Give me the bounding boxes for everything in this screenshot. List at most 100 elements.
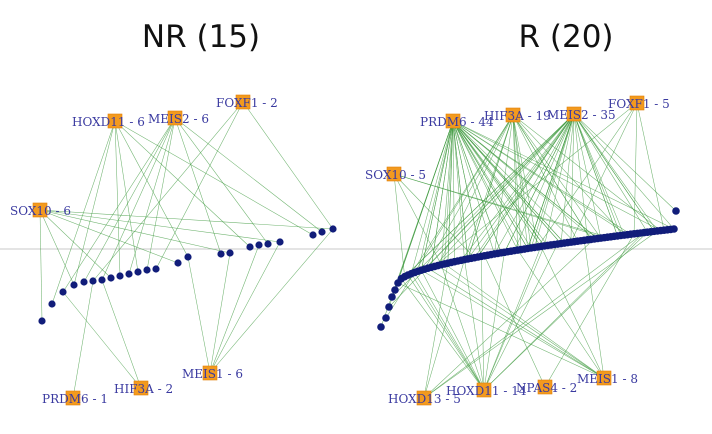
edge <box>483 232 645 391</box>
sample-layer-r <box>377 207 680 331</box>
edge <box>385 114 514 319</box>
edge <box>452 120 528 249</box>
edge <box>452 120 542 247</box>
edge <box>573 113 675 230</box>
edge <box>483 246 542 391</box>
sample-node <box>48 300 56 308</box>
sample-layer-nr <box>38 225 337 325</box>
edge <box>414 272 485 391</box>
edge <box>101 279 142 389</box>
edge <box>62 117 176 293</box>
edge <box>480 256 485 391</box>
edge <box>573 113 618 237</box>
sample-node <box>98 276 106 284</box>
hub-node-hoxd11 <box>107 113 123 129</box>
edge <box>573 113 648 233</box>
edge <box>460 113 575 261</box>
edge <box>447 120 454 264</box>
edge <box>452 120 469 259</box>
sample-node <box>125 270 133 278</box>
sample-node <box>89 277 97 285</box>
hub-node-sox10 <box>386 166 402 182</box>
sample-node <box>276 238 284 246</box>
edge <box>393 173 605 238</box>
sample-node <box>70 281 78 289</box>
edge <box>209 241 281 374</box>
hub-label-meis2: MEIS2 - 6 <box>148 112 209 126</box>
edge <box>560 113 575 244</box>
edge <box>155 101 244 270</box>
sample-node <box>226 249 234 257</box>
hub-label-prdm6: PRDM6 - 1 <box>42 392 108 406</box>
edge <box>51 120 116 305</box>
edge <box>114 120 121 277</box>
edge <box>573 113 655 232</box>
hub-node-foxf1 <box>629 95 645 111</box>
hub-node-hoxd13 <box>416 390 432 406</box>
sample-node <box>184 253 192 261</box>
edge <box>483 231 648 391</box>
sample-node <box>670 225 678 233</box>
edge <box>444 263 605 379</box>
edge <box>393 173 475 258</box>
edge <box>452 120 628 235</box>
edge <box>540 246 605 379</box>
edge <box>573 113 588 240</box>
hub-node-meis1 <box>202 365 218 381</box>
edge <box>39 209 231 254</box>
hub-node-prdm6 <box>445 113 461 129</box>
edge <box>452 120 545 247</box>
edge <box>452 120 532 249</box>
edge <box>427 267 605 379</box>
edge <box>401 278 485 391</box>
edge <box>39 209 179 264</box>
hub-layer-nr: HOXD11 - 6 MEIS2 - 6 FOXF1 - 2 SOX10 - 6… <box>10 94 278 406</box>
edge <box>423 259 465 399</box>
edge <box>92 101 244 282</box>
sample-node <box>143 266 151 274</box>
edge <box>393 173 405 277</box>
edge <box>544 113 575 247</box>
hub-node-meis2 <box>167 110 183 126</box>
edge <box>128 117 176 275</box>
edge <box>209 252 231 374</box>
edge <box>483 245 545 391</box>
edge <box>437 265 605 379</box>
edge <box>573 113 658 232</box>
edge <box>242 101 334 230</box>
sample-node <box>174 259 182 267</box>
edge <box>494 113 575 255</box>
hub-node-hoxd11 <box>476 382 492 398</box>
panel-title-nr: NR (15) <box>142 19 260 55</box>
edge <box>440 120 454 265</box>
edge <box>504 113 575 253</box>
hub-node-hif3a <box>505 107 521 123</box>
edge <box>174 117 323 233</box>
edge <box>434 102 638 267</box>
edge <box>633 102 638 234</box>
edge <box>464 259 485 391</box>
edge <box>114 120 139 273</box>
sample-node <box>382 314 390 322</box>
sample-node <box>329 225 337 233</box>
edge <box>62 291 142 389</box>
edge <box>209 244 260 374</box>
edge <box>512 114 592 240</box>
hub-node-meis1 <box>596 370 612 386</box>
edge <box>39 209 112 279</box>
sample-node <box>391 286 399 294</box>
hub-node-hif3a <box>133 380 149 396</box>
edge <box>72 280 94 399</box>
edge <box>423 232 645 399</box>
hub-label-sox10: SOX10 - 6 <box>10 204 71 218</box>
sample-node <box>152 265 160 273</box>
edge <box>477 113 575 258</box>
sample-node <box>59 288 67 296</box>
edge <box>437 114 514 266</box>
sample-node <box>107 274 115 282</box>
edge <box>573 113 602 239</box>
edge <box>583 240 605 379</box>
edge <box>423 230 658 399</box>
sample-node <box>116 272 124 280</box>
edge <box>452 120 595 240</box>
